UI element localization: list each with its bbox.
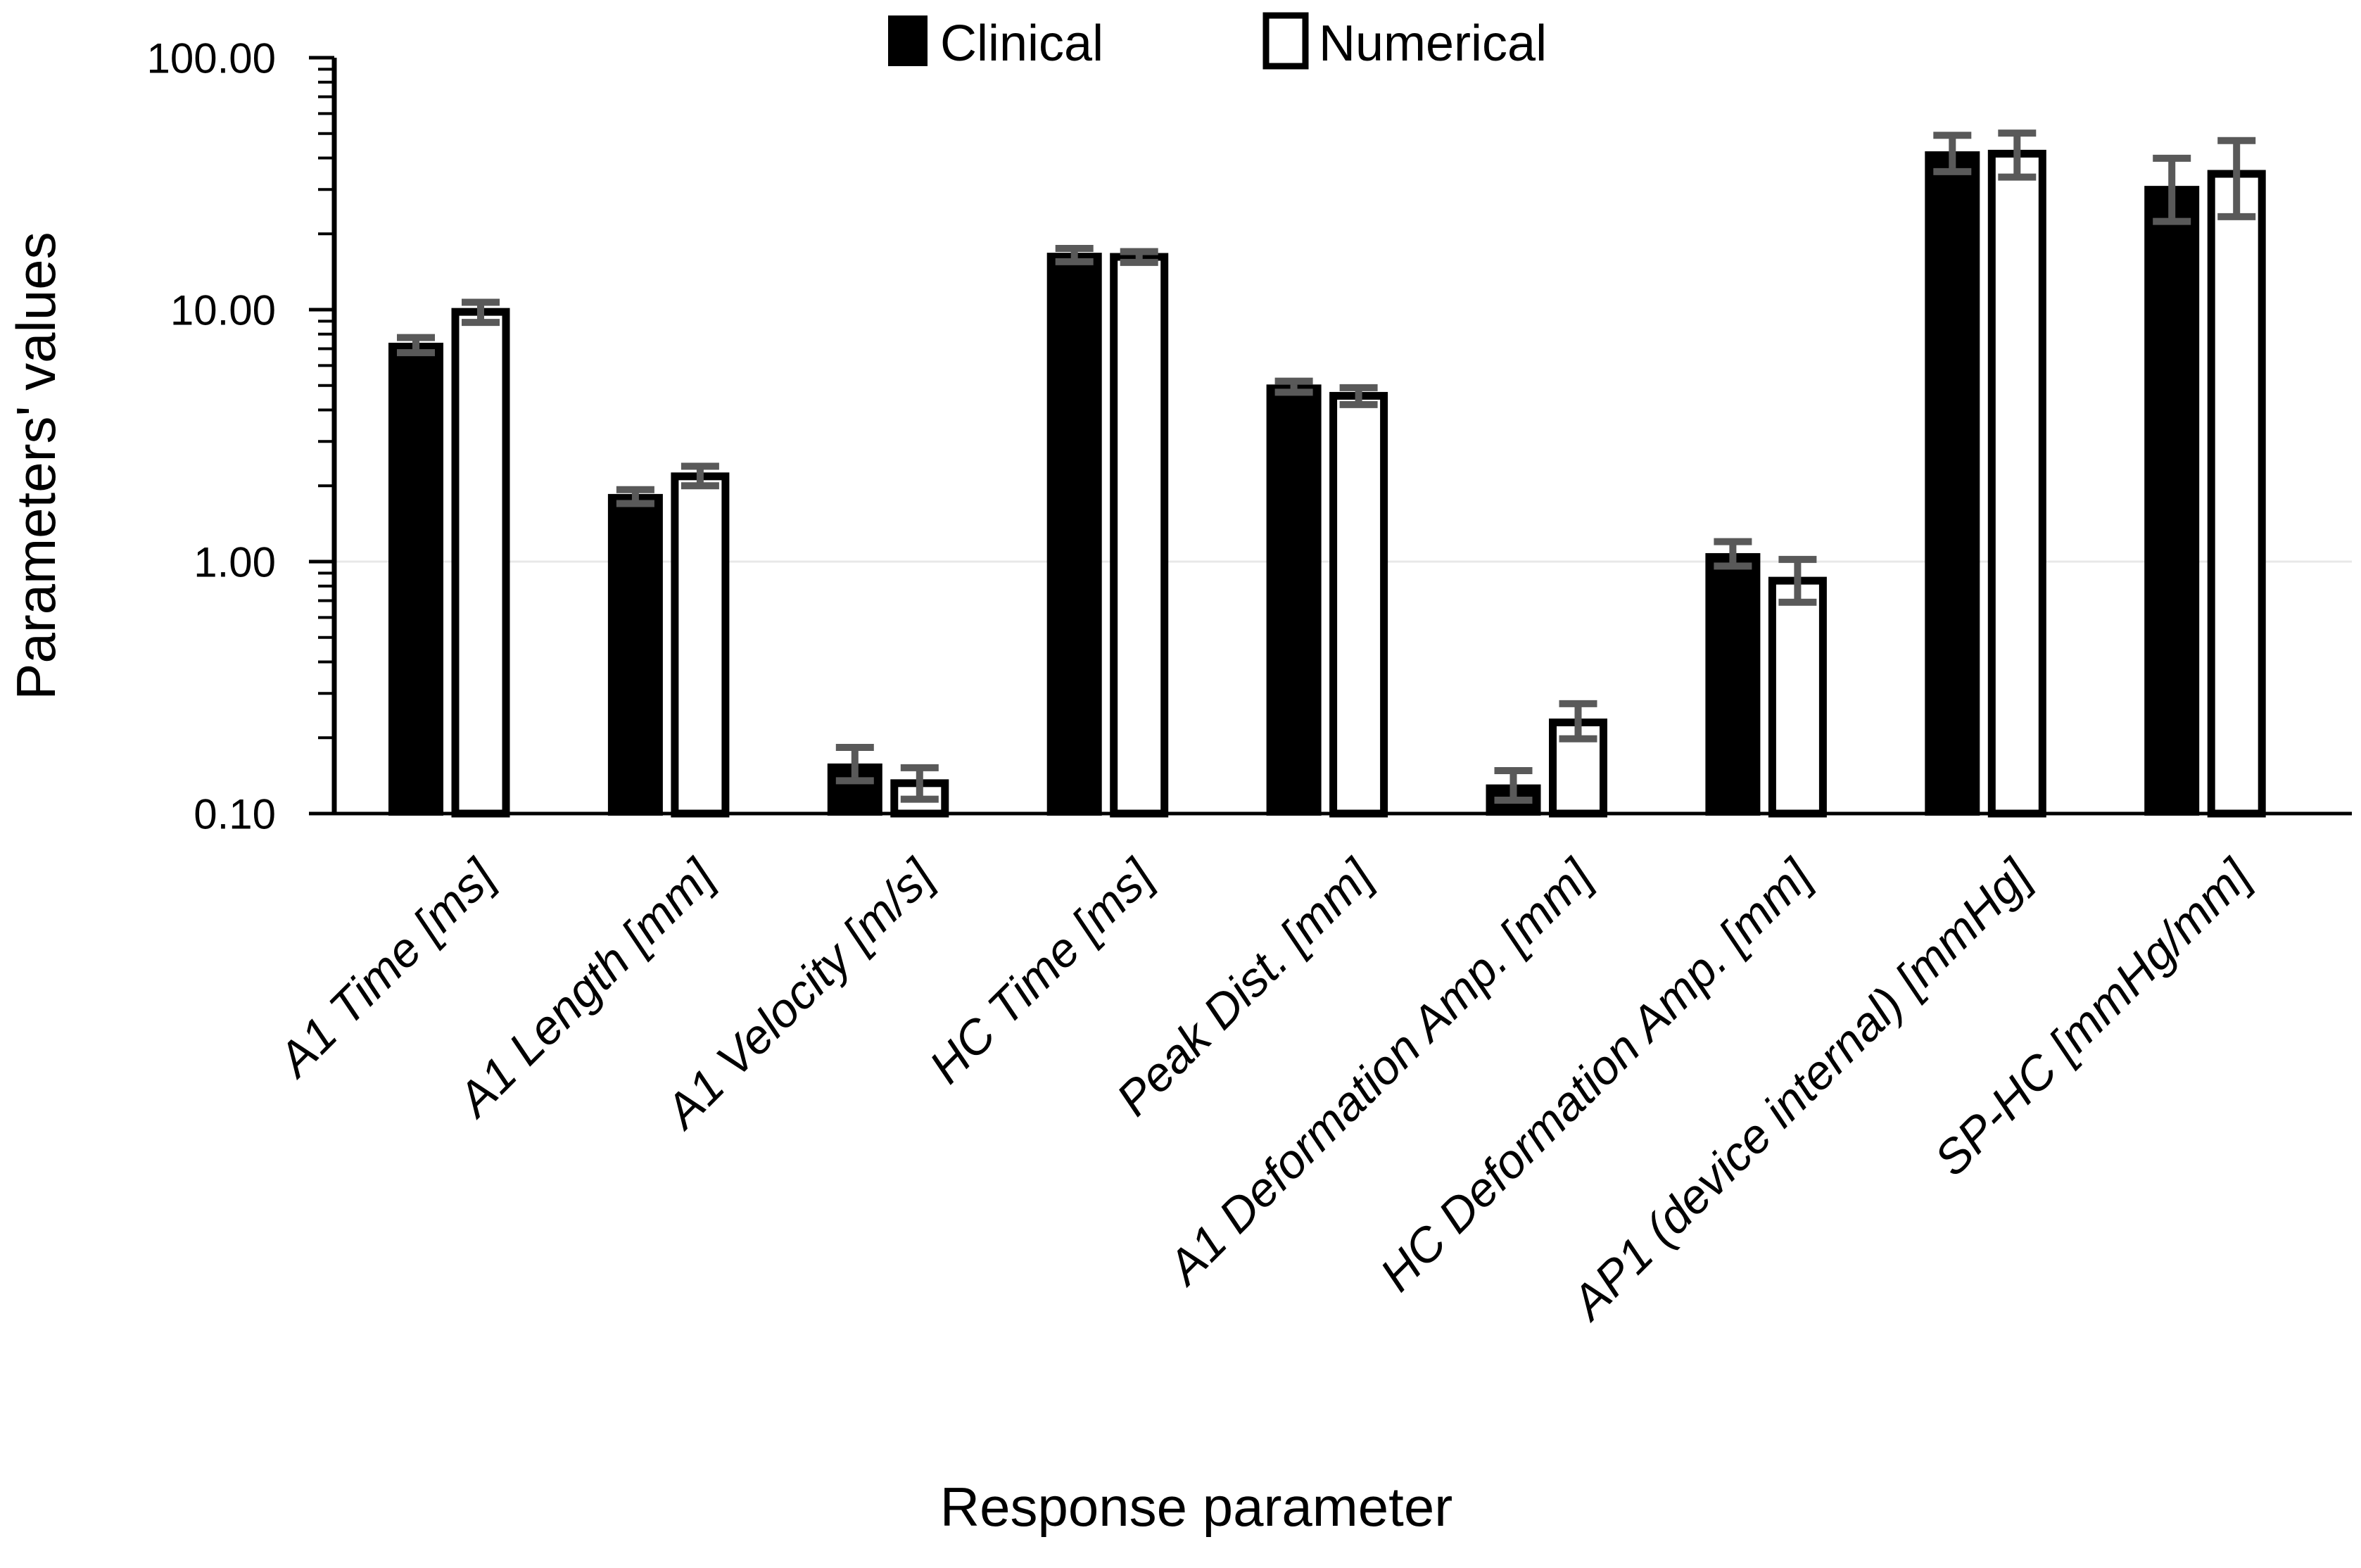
x-category-label-7: AP1 (device internal) [mmHg] [1559, 848, 2042, 1331]
bar-numerical-7 [1987, 149, 2046, 818]
y-axis-title: Parameters' values [5, 232, 67, 700]
y-tick-label-1.00: 1.00 [194, 539, 276, 586]
bar-numerical-0 [451, 308, 510, 818]
bar-clinical-8 [2144, 186, 2200, 816]
x-category-label-5: A1 Deformation Amp. [mm] [1156, 848, 1603, 1296]
bar-numerical-6 [1768, 576, 1827, 818]
x-category-label-0: A1 Time [ms] [266, 848, 506, 1088]
y-tick-label-10.00: 10.00 [170, 287, 276, 334]
legend-swatch-numerical [1262, 12, 1309, 70]
bar-clinical-7 [1925, 151, 1980, 816]
x-category-label-6: HC Deformation Amp. [mm] [1370, 848, 1823, 1301]
bar-numerical-4 [1329, 391, 1388, 818]
bar-clinical-4 [1266, 384, 1322, 816]
legend-swatch-clinical [888, 15, 928, 66]
bar-clinical-0 [388, 342, 443, 816]
y-tick-label-0.10: 0.10 [194, 791, 276, 838]
bar-clinical-6 [1705, 552, 1761, 816]
legend-label-clinical: Clinical [940, 15, 1103, 72]
x-category-label-3: HC Time [ms] [919, 848, 1165, 1094]
bar-clinical-3 [1046, 253, 1102, 816]
x-axis-title: Response parameter [940, 1476, 1452, 1538]
bar-numerical-1 [671, 472, 730, 818]
bar-numerical-8 [2207, 170, 2266, 818]
legend-label-numerical: Numerical [1319, 15, 1547, 72]
bar-clinical-1 [607, 493, 663, 816]
y-tick-label-100.00: 100.00 [146, 35, 276, 82]
bar-numerical-3 [1110, 253, 1169, 818]
